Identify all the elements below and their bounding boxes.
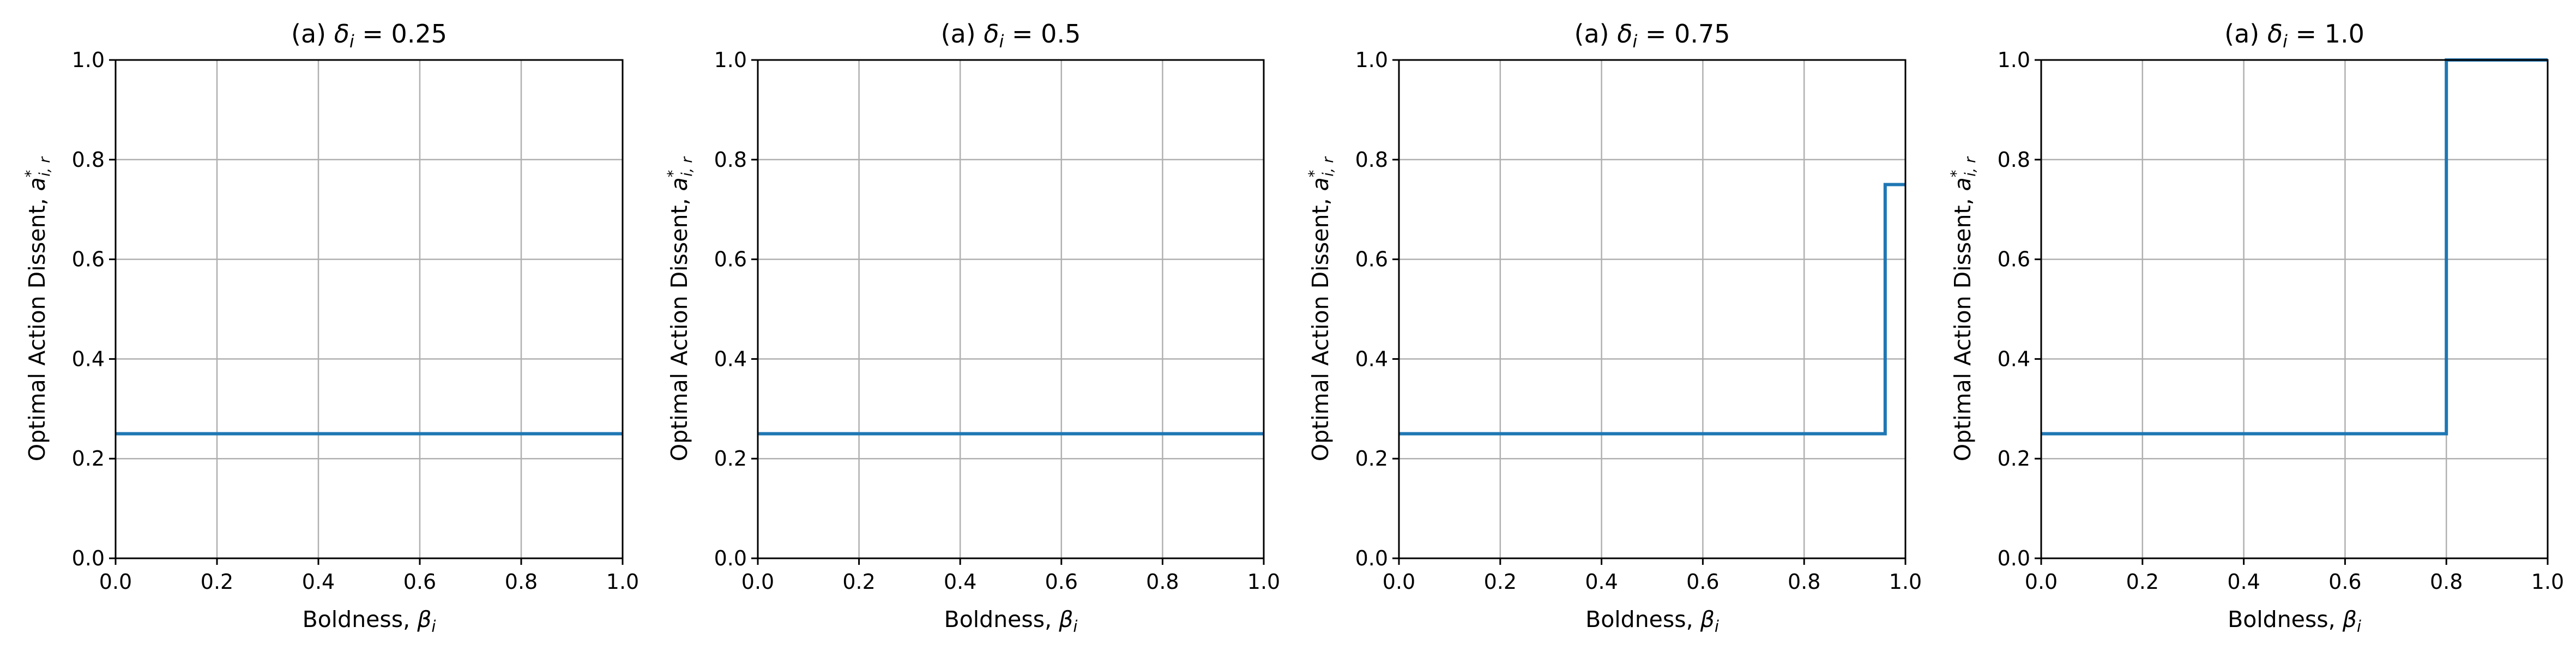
x-tick-label: 1.0 [1889, 570, 1922, 594]
x-tick-label: 0.6 [1045, 570, 1078, 594]
x-tick-label: 0.0 [741, 570, 774, 594]
x-tick-label: 0.8 [1788, 570, 1820, 594]
x-tick-label: 0.2 [1484, 570, 1517, 594]
y-tick-label: 0.6 [1998, 248, 2030, 272]
x-tick-label: 0.8 [505, 570, 538, 594]
series-line [2041, 58, 2548, 436]
x-tick-label: 1.0 [2531, 570, 2564, 594]
y-tick-label: 0.2 [714, 447, 747, 471]
y-tick-label: 0.0 [1355, 546, 1388, 570]
x-tick-label: 0.2 [201, 570, 233, 594]
y-axis-label: Optimal Action Dissent, a*i, r [665, 156, 696, 461]
y-tick-label: 0.2 [1998, 447, 2030, 471]
axes-frame [2040, 59, 2549, 559]
y-tick-label: 0.6 [714, 248, 747, 272]
series-line [1399, 183, 1905, 436]
y-tick-label: 0.6 [72, 248, 105, 272]
y-tick-label: 0.2 [1355, 447, 1388, 471]
axes-frame [114, 59, 624, 559]
x-axis-label: Boldness, βi [944, 606, 1078, 636]
y-tick-label: 1.0 [72, 48, 105, 72]
x-tick-label: 0.0 [99, 570, 132, 594]
y-axis-label: Optimal Action Dissent, a*i, r [1948, 156, 1979, 461]
x-tick-label: 1.0 [606, 570, 639, 594]
x-tick-label: 0.8 [2430, 570, 2463, 594]
axes-frame [757, 59, 1265, 559]
y-tick-label: 0.0 [72, 546, 105, 570]
panel-3: 0.0 0.2 0.4 0.6 0.8 1.0 0.0 0.2 0.4 0.6 0.8 1.0 (a) … [1306, 19, 1922, 636]
x-axis-label: Boldness, βi [1585, 606, 1719, 636]
x-axis-label: Boldness, βi [2228, 606, 2361, 636]
y-axis-label: Optimal Action Dissent, a*i, r [22, 156, 53, 461]
y-tick-label: 0.4 [72, 347, 105, 371]
y-tick-label: 1.0 [1998, 48, 2030, 72]
y-tick-label: 0.0 [714, 546, 747, 570]
x-tick-label: 0.6 [1686, 570, 1719, 594]
x-tick-label: 0.4 [944, 570, 976, 594]
x-tick-label: 0.8 [1146, 570, 1179, 594]
y-tick-label: 0.4 [1998, 347, 2030, 371]
x-tick-label: 0.6 [2328, 570, 2361, 594]
x-tick-label: 0.4 [2227, 570, 2260, 594]
x-tick-label: 0.4 [302, 570, 335, 594]
axes-frame [1398, 59, 1907, 559]
y-tick-label: 0.0 [1998, 546, 2030, 570]
y-tick-label: 0.8 [72, 148, 105, 172]
panel-2: 0.0 0.2 0.4 0.6 0.8 1.0 0.0 0.2 0.4 0.6 0.8 1.0 (a) … [665, 19, 1280, 636]
x-axis-label: Boldness, βi [303, 606, 436, 636]
panel-title: (a) δi = 0.5 [941, 19, 1081, 52]
y-tick-label: 0.6 [1355, 248, 1388, 272]
y-tick-label: 0.8 [1355, 148, 1388, 172]
y-tick-label: 0.2 [72, 447, 105, 471]
panel-4: 0.0 0.2 0.4 0.6 0.8 1.0 0.0 0.2 0.4 0.6 0.8 1.0 (a) … [1948, 19, 2564, 636]
y-tick-label: 0.4 [714, 347, 747, 371]
y-tick-label: 0.8 [1998, 148, 2030, 172]
x-tick-label: 0.2 [842, 570, 875, 594]
y-tick-label: 0.8 [714, 148, 747, 172]
x-tick-label: 0.2 [2126, 570, 2159, 594]
y-tick-label: 0.4 [1355, 347, 1388, 371]
x-tick-label: 1.0 [1247, 570, 1280, 594]
x-tick-label: 0.6 [403, 570, 436, 594]
y-axis-label: Optimal Action Dissent, a*i, r [1306, 156, 1337, 461]
panel-title: (a) δi = 0.75 [1574, 19, 1730, 52]
panel-1: 0.0 0.2 0.4 0.6 0.8 1.0 0.0 0.2 0.4 0.6 0.8 1.0 (a) … [22, 19, 639, 636]
x-tick-label: 0.0 [1383, 570, 1415, 594]
y-tick-label: 1.0 [714, 48, 747, 72]
x-tick-label: 0.0 [2025, 570, 2058, 594]
panel-title: (a) δi = 0.25 [291, 19, 447, 52]
panel-title: (a) δi = 1.0 [2224, 19, 2364, 52]
x-tick-label: 0.4 [1585, 570, 1618, 594]
y-tick-label: 1.0 [1355, 48, 1388, 72]
